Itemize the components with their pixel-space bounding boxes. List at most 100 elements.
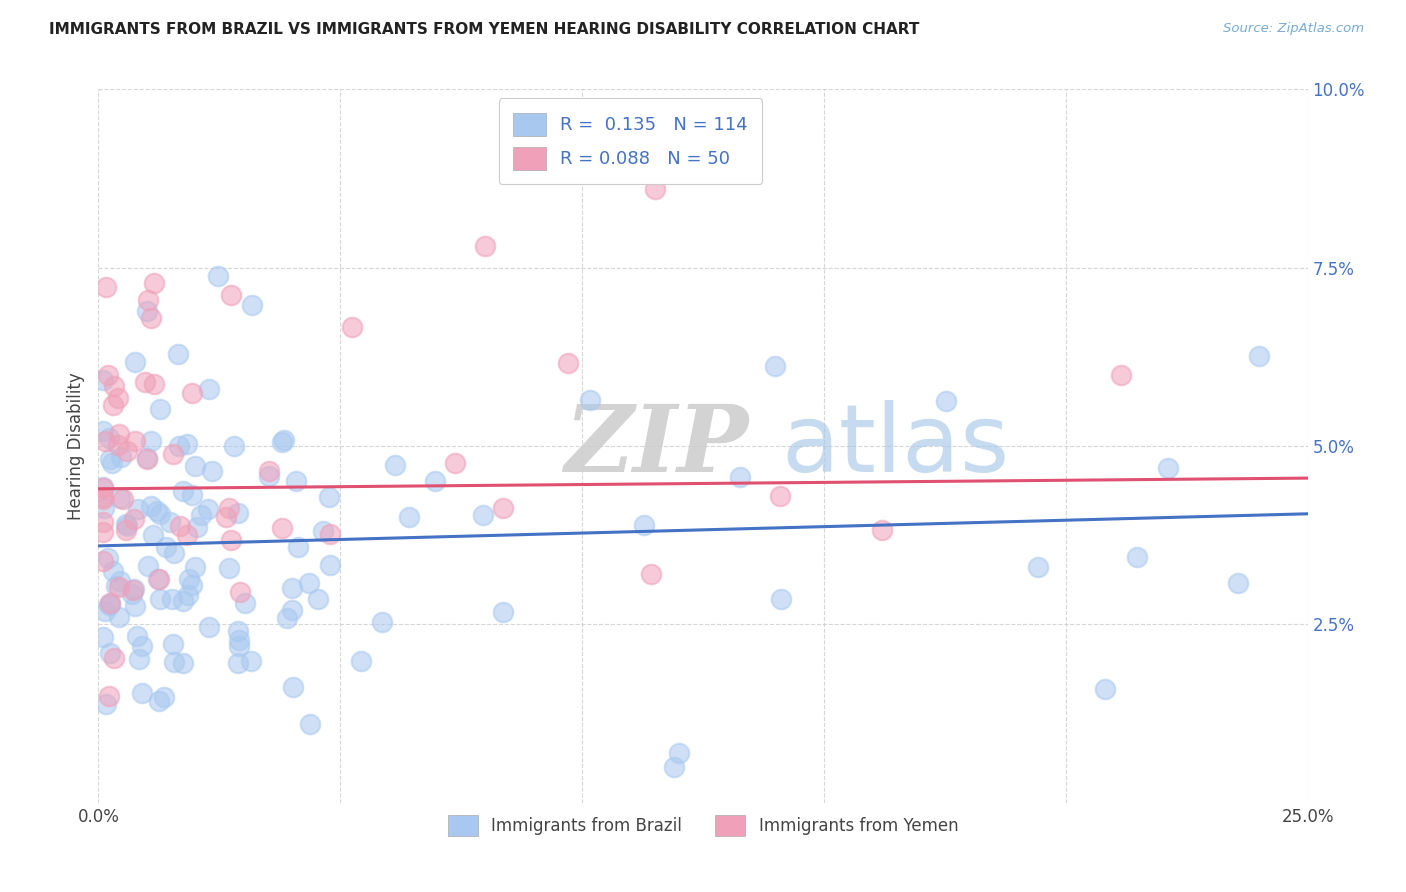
Point: [181, 578, 204, 592]
Point: [218, 561, 240, 575]
Point: [148, 694, 170, 708]
Point: [169, 519, 191, 533]
Point: [218, 501, 240, 516]
Legend: Immigrants from Brazil, Immigrants from Yemen: Immigrants from Brazil, Immigrants from …: [440, 806, 966, 845]
Point: [259, 468, 281, 483]
Point: [340, 319, 363, 334]
Point: [163, 655, 186, 669]
Point: [492, 501, 515, 516]
Point: [283, 680, 305, 694]
Point: [121, 583, 143, 598]
Point: [138, 293, 160, 307]
Point: [221, 533, 243, 547]
Point: [201, 464, 224, 478]
Point: [115, 519, 138, 533]
Point: [235, 596, 257, 610]
Point: [91, 424, 114, 438]
Point: [176, 527, 198, 541]
Point: [131, 685, 153, 699]
Y-axis label: Hearing Disability: Hearing Disability: [66, 372, 84, 520]
Point: [197, 620, 219, 634]
Point: [769, 489, 792, 503]
Point: [136, 450, 159, 465]
Point: [131, 640, 153, 654]
Point: [226, 506, 249, 520]
Point: [122, 511, 145, 525]
Point: [257, 463, 280, 477]
Point: [93, 500, 115, 515]
Point: [124, 355, 146, 369]
Point: [297, 575, 319, 590]
Point: [229, 585, 252, 599]
Point: [98, 432, 121, 446]
Point: [121, 586, 143, 600]
Point: [172, 483, 194, 498]
Point: [115, 523, 138, 537]
Point: [668, 746, 690, 760]
Point: [100, 457, 122, 471]
Point: [145, 504, 167, 518]
Point: [492, 605, 515, 619]
Point: [221, 288, 243, 302]
Text: Source: ZipAtlas.com: Source: ZipAtlas.com: [1223, 22, 1364, 36]
Point: [319, 558, 342, 572]
Point: [107, 437, 129, 451]
Point: [198, 382, 221, 396]
Text: ZIP: ZIP: [564, 401, 748, 491]
Point: [167, 347, 190, 361]
Point: [384, 458, 406, 472]
Point: [98, 451, 121, 466]
Point: [146, 572, 169, 586]
Point: [870, 523, 893, 537]
Point: [228, 624, 250, 638]
Point: [371, 615, 394, 630]
Point: [136, 303, 159, 318]
Point: [197, 502, 219, 516]
Point: [471, 508, 494, 522]
Point: [423, 475, 446, 489]
Point: [142, 276, 165, 290]
Point: [98, 599, 121, 613]
Point: [557, 355, 579, 369]
Point: [167, 439, 190, 453]
Point: [122, 582, 145, 597]
Point: [162, 637, 184, 651]
Point: [148, 572, 170, 586]
Point: [136, 558, 159, 573]
Point: [633, 518, 655, 533]
Point: [177, 588, 200, 602]
Point: [240, 654, 263, 668]
Point: [578, 392, 600, 407]
Point: [190, 508, 212, 522]
Point: [474, 239, 496, 253]
Point: [1157, 460, 1180, 475]
Point: [163, 546, 186, 560]
Point: [318, 491, 340, 505]
Point: [270, 521, 292, 535]
Point: [135, 451, 157, 466]
Point: [110, 450, 132, 465]
Point: [281, 603, 304, 617]
Point: [184, 560, 207, 574]
Point: [226, 656, 249, 670]
Point: [142, 528, 165, 542]
Point: [103, 378, 125, 392]
Point: [716, 103, 738, 118]
Point: [160, 591, 183, 606]
Point: [307, 592, 329, 607]
Point: [149, 507, 172, 521]
Point: [350, 654, 373, 668]
Point: [228, 639, 250, 653]
Point: [91, 554, 114, 568]
Point: [115, 444, 138, 458]
Point: [763, 359, 786, 373]
Point: [319, 527, 342, 541]
Point: [108, 580, 131, 594]
Point: [139, 434, 162, 448]
Point: [108, 610, 131, 624]
Point: [444, 456, 467, 470]
Point: [769, 592, 792, 607]
Point: [224, 439, 246, 453]
Point: [94, 604, 117, 618]
Point: [284, 474, 307, 488]
